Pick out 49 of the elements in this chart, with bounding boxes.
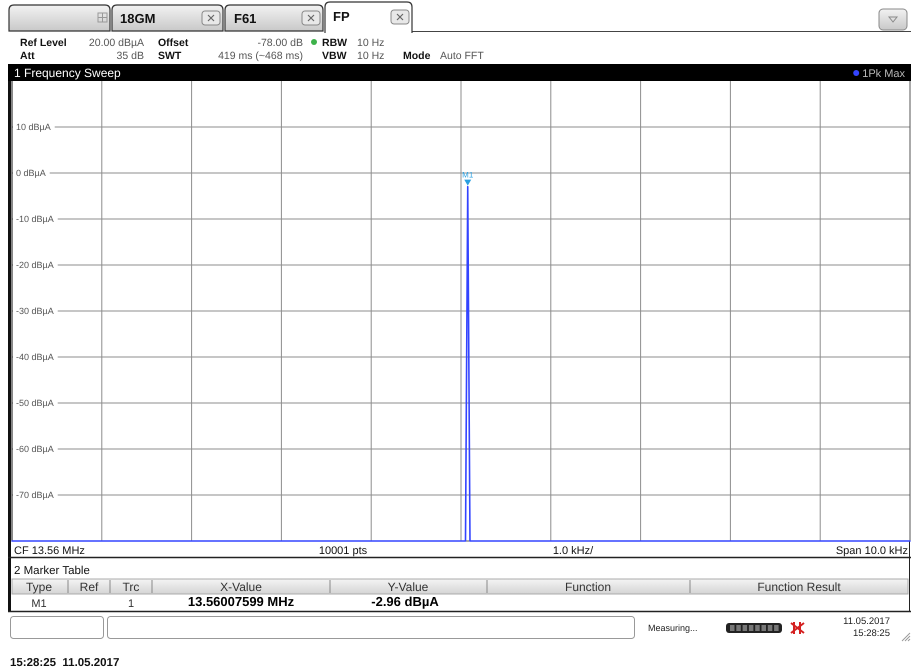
text: 13.56007599 MHz xyxy=(188,594,295,609)
text: Function xyxy=(564,580,612,594)
text: 35 dB xyxy=(116,50,144,62)
text: Auto FFT xyxy=(440,50,484,62)
y-tick-label: 10 dBµA xyxy=(16,122,51,132)
text: 15:28:25 xyxy=(853,628,890,639)
text: Function Result xyxy=(757,580,842,594)
text: 419 ms (~468 ms) xyxy=(218,50,303,62)
text: 20.00 dBµA xyxy=(88,37,144,49)
text: Y-Value xyxy=(388,580,429,594)
text: 1 xyxy=(128,598,134,610)
text: -2.96 dBµA xyxy=(371,594,440,609)
y-tick-label: -30 dBµA xyxy=(16,306,54,316)
text: Ref Level xyxy=(20,37,67,49)
text: Span 10.0 kHz xyxy=(836,545,908,557)
text: 10001 pts xyxy=(318,545,368,557)
annotation: M1 xyxy=(462,170,474,180)
y-tick-label: -50 dBµA xyxy=(16,398,54,408)
text: SWT xyxy=(158,50,182,62)
text: F61 xyxy=(234,11,256,26)
text: Mode xyxy=(403,50,431,62)
text: VBW xyxy=(322,50,347,62)
text: Trc xyxy=(122,580,140,594)
text: Offset xyxy=(158,37,189,49)
y-tick-label: 0 dBµA xyxy=(16,168,46,178)
y-tick-label: -10 dBµA xyxy=(16,214,54,224)
text: Ref xyxy=(80,580,99,594)
text: Measuring... xyxy=(648,623,698,633)
text: RBW xyxy=(322,37,348,49)
text: 1.0 kHz/ xyxy=(552,545,594,557)
text: X-Value xyxy=(220,580,262,594)
text: 10 Hz xyxy=(357,50,384,62)
chart-title: 1 Frequency Sweep xyxy=(14,66,122,80)
text: FP xyxy=(333,9,350,24)
text: 2 Marker Table xyxy=(14,565,90,577)
text: 18GM xyxy=(120,11,156,26)
y-tick-label: -60 dBµA xyxy=(16,444,54,454)
y-tick-label: -40 dBµA xyxy=(16,352,54,362)
text: M1 xyxy=(31,598,47,610)
text: Att xyxy=(20,50,36,62)
y-tick-label: -20 dBµA xyxy=(16,260,54,270)
text: Type xyxy=(26,580,52,594)
text: 15:28:25 11.05.2017 xyxy=(10,657,120,669)
text: -78.00 dB xyxy=(257,37,303,49)
text: CF 13.56 MHz xyxy=(14,545,85,557)
legend-label: 1Pk Max xyxy=(862,68,906,80)
text: 11.05.2017 xyxy=(843,616,890,627)
text: 10 Hz xyxy=(357,37,384,49)
y-tick-label: -70 dBµA xyxy=(16,490,54,500)
